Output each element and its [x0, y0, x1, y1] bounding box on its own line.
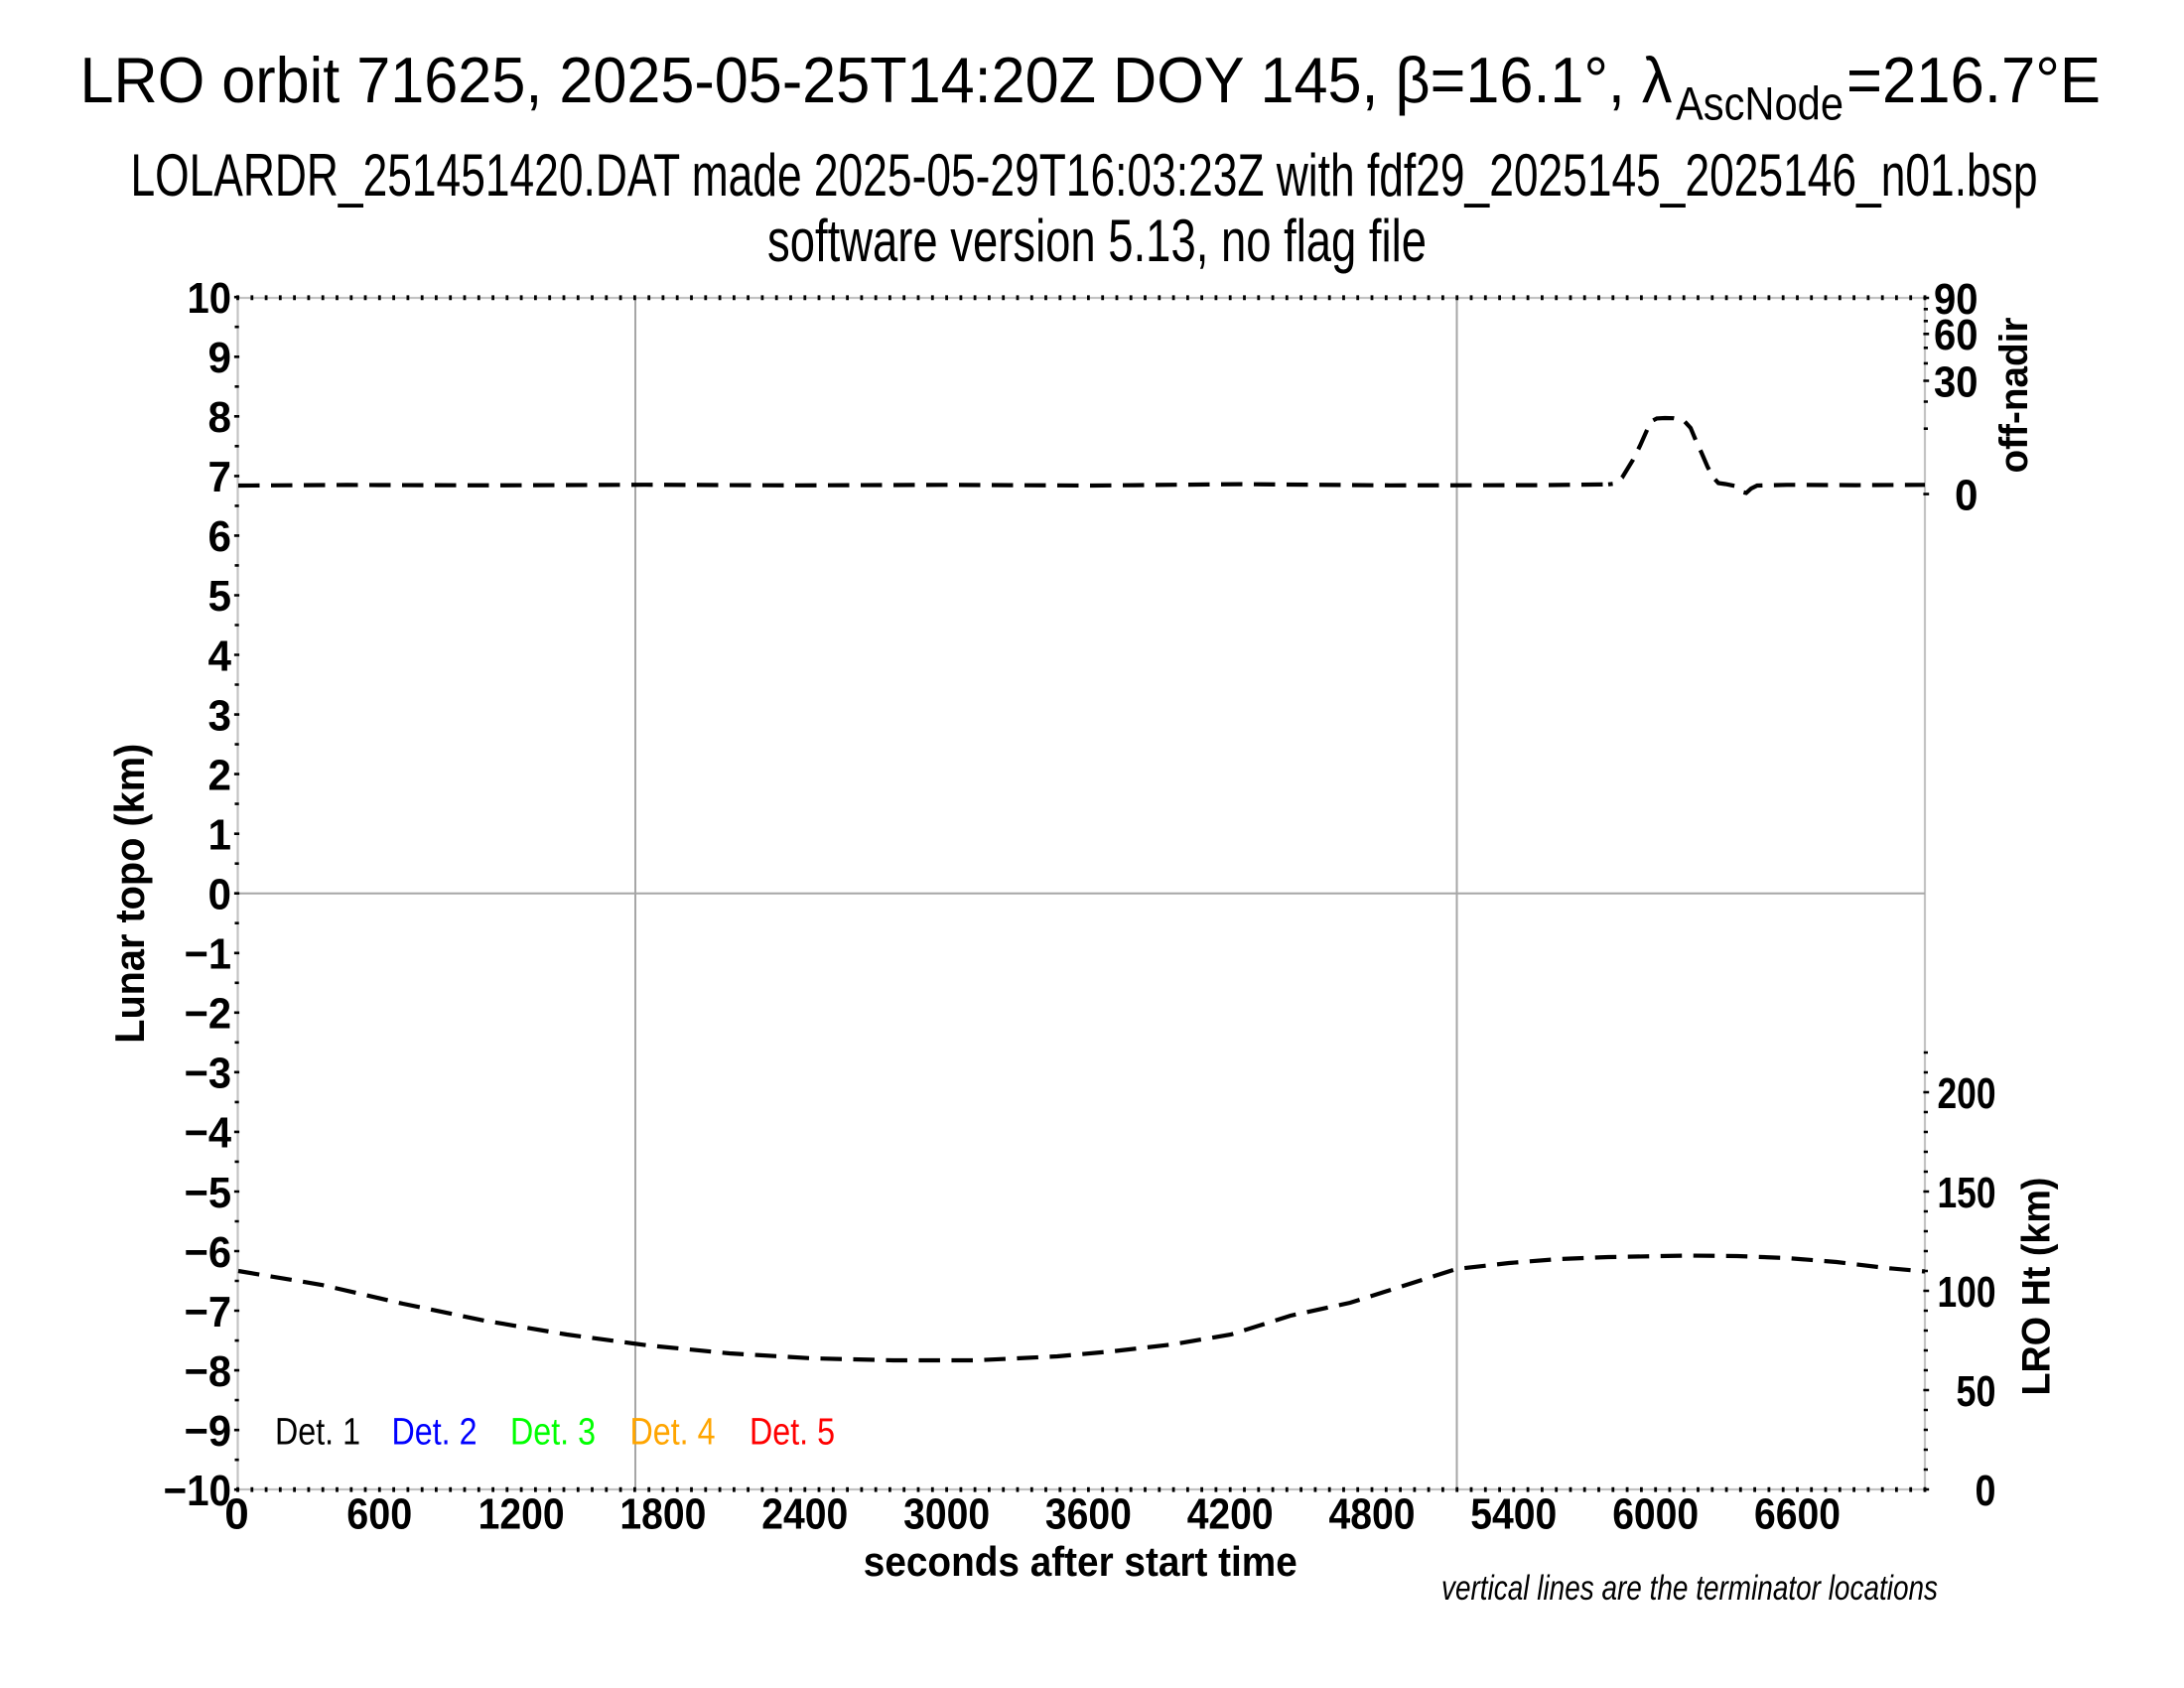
svg-text:−4: −4	[185, 1109, 232, 1158]
svg-text:600: 600	[346, 1490, 412, 1539]
svg-text:vertical lines are the termina: vertical lines are the terminator locati…	[1441, 1569, 1938, 1608]
svg-text:0: 0	[1955, 471, 1979, 519]
svg-text:Det. 4: Det. 4	[630, 1412, 716, 1454]
svg-text:3: 3	[208, 691, 232, 740]
svg-text:Lunar topo (km): Lunar topo (km)	[106, 744, 153, 1044]
svg-text:LRO orbit 71625, 2025-05-25T14: LRO orbit 71625, 2025-05-25T14:20Z DOY 1…	[80, 44, 1673, 116]
svg-text:−1: −1	[185, 930, 232, 979]
svg-text:0: 0	[208, 871, 232, 919]
svg-text:LOLARDR_251451420.DAT made 202: LOLARDR_251451420.DAT made 2025-05-29T16…	[131, 142, 2038, 209]
svg-text:5: 5	[208, 572, 232, 621]
svg-text:off-nadir: off-nadir	[1992, 318, 2036, 474]
svg-text:LRO Ht (km): LRO Ht (km)	[2015, 1178, 2059, 1396]
svg-text:Det. 1: Det. 1	[275, 1412, 360, 1454]
svg-text:−9: −9	[185, 1407, 232, 1456]
svg-text:90: 90	[1934, 275, 1979, 324]
svg-text:AscNode: AscNode	[1676, 77, 1843, 130]
svg-text:30: 30	[1934, 357, 1979, 406]
svg-text:Det. 5: Det. 5	[750, 1412, 835, 1454]
svg-text:10: 10	[188, 274, 232, 323]
svg-text:=216.7°E: =216.7°E	[1846, 44, 2101, 116]
svg-text:1800: 1800	[619, 1490, 706, 1539]
svg-text:4200: 4200	[1187, 1490, 1274, 1539]
svg-text:4800: 4800	[1329, 1490, 1416, 1539]
svg-text:0: 0	[224, 1490, 249, 1539]
svg-text:−3: −3	[185, 1050, 232, 1098]
svg-text:−7: −7	[185, 1288, 232, 1336]
svg-text:50: 50	[1957, 1367, 1996, 1416]
svg-text:3600: 3600	[1045, 1490, 1132, 1539]
svg-text:60: 60	[1934, 311, 1979, 359]
svg-text:8: 8	[208, 393, 232, 442]
svg-text:6600: 6600	[1754, 1490, 1841, 1539]
svg-text:−5: −5	[185, 1169, 232, 1217]
svg-text:100: 100	[1938, 1268, 1996, 1317]
svg-text:2: 2	[208, 751, 232, 799]
svg-text:4: 4	[208, 632, 232, 680]
svg-text:1200: 1200	[478, 1490, 565, 1539]
svg-text:9: 9	[208, 334, 232, 382]
svg-text:1: 1	[208, 811, 232, 860]
svg-text:−6: −6	[185, 1228, 232, 1277]
svg-text:7: 7	[208, 453, 232, 501]
svg-text:0: 0	[1976, 1467, 1996, 1515]
svg-text:Det. 3: Det. 3	[510, 1412, 596, 1454]
svg-text:6: 6	[208, 512, 232, 561]
svg-text:−8: −8	[185, 1347, 232, 1396]
svg-text:−10: −10	[164, 1467, 232, 1515]
svg-text:seconds after start time: seconds after start time	[864, 1538, 1297, 1585]
svg-text:200: 200	[1938, 1069, 1996, 1118]
svg-text:software version 5.13, no flag: software version 5.13, no flag file	[767, 208, 1427, 274]
svg-text:3000: 3000	[903, 1490, 990, 1539]
svg-text:−2: −2	[185, 990, 232, 1039]
svg-text:5400: 5400	[1470, 1490, 1557, 1539]
svg-text:6000: 6000	[1612, 1490, 1699, 1539]
svg-text:2400: 2400	[761, 1490, 848, 1539]
svg-text:150: 150	[1938, 1169, 1996, 1217]
svg-text:Det. 2: Det. 2	[392, 1412, 478, 1454]
